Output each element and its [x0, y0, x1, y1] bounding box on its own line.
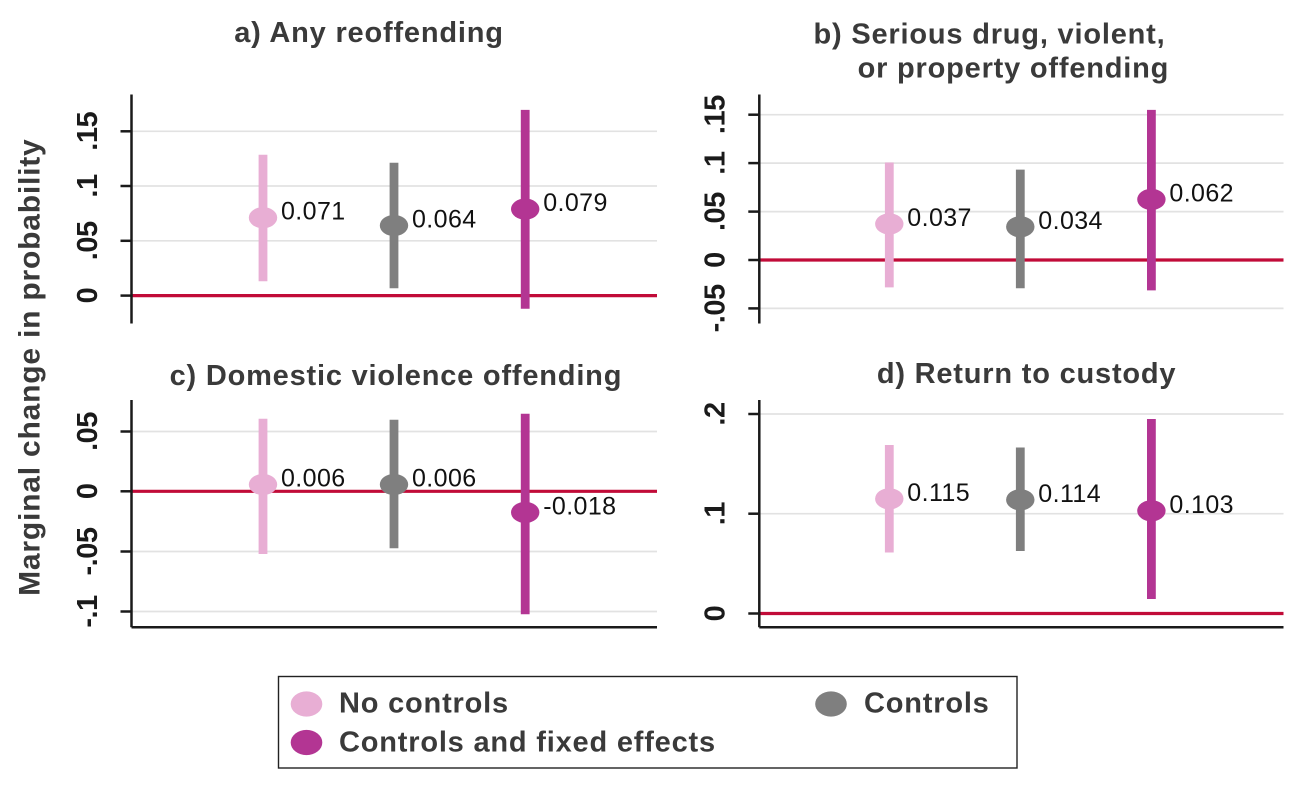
svg-text:0: 0 — [700, 606, 732, 622]
svg-text:-0.018: -0.018 — [543, 492, 616, 520]
svg-text:.05: .05 — [72, 221, 104, 260]
svg-text:0.071: 0.071 — [281, 198, 346, 226]
svg-text:.1: .1 — [72, 174, 104, 198]
svg-text:0: 0 — [72, 288, 104, 304]
svg-text:.1: .1 — [700, 151, 732, 175]
svg-text:-.1: -.1 — [72, 595, 104, 628]
svg-text:c) Domestic violence offending: c) Domestic violence offending — [170, 360, 623, 392]
svg-text:0.079: 0.079 — [543, 189, 608, 217]
svg-text:0.115: 0.115 — [907, 479, 970, 507]
svg-text:a) Any reoffending: a) Any reoffending — [234, 17, 504, 49]
svg-text:0: 0 — [700, 252, 732, 268]
svg-text:0.114: 0.114 — [1038, 480, 1101, 508]
svg-text:-.05: -.05 — [700, 284, 732, 332]
svg-text:or property offending: or property offending — [858, 52, 1170, 84]
svg-text:0.037: 0.037 — [907, 204, 972, 232]
svg-text:.2: .2 — [700, 402, 732, 425]
svg-text:.15: .15 — [72, 112, 104, 151]
svg-text:.05: .05 — [700, 192, 732, 231]
svg-text:Controls and fixed effects: Controls and fixed effects — [339, 726, 716, 758]
svg-text:.15: .15 — [700, 95, 732, 134]
svg-text:0.103: 0.103 — [1169, 491, 1234, 519]
svg-text:.05: .05 — [72, 412, 104, 451]
svg-text:-.05: -.05 — [72, 527, 104, 575]
svg-text:0.006: 0.006 — [412, 465, 477, 493]
svg-text:0.062: 0.062 — [1169, 179, 1234, 207]
svg-text:0.064: 0.064 — [412, 206, 477, 234]
svg-text:0: 0 — [72, 483, 104, 499]
svg-text:Controls: Controls — [864, 688, 990, 720]
svg-text:.1: .1 — [700, 502, 732, 526]
svg-text:b) Serious drug, violent,: b) Serious drug, violent, — [814, 19, 1166, 51]
svg-text:Marginal change in probability: Marginal change in probability — [14, 139, 47, 596]
svg-text:0.034: 0.034 — [1038, 207, 1103, 235]
svg-text:0.006: 0.006 — [281, 465, 346, 493]
svg-text:No controls: No controls — [339, 688, 509, 720]
svg-text:d) Return to custody: d) Return to custody — [877, 358, 1177, 390]
